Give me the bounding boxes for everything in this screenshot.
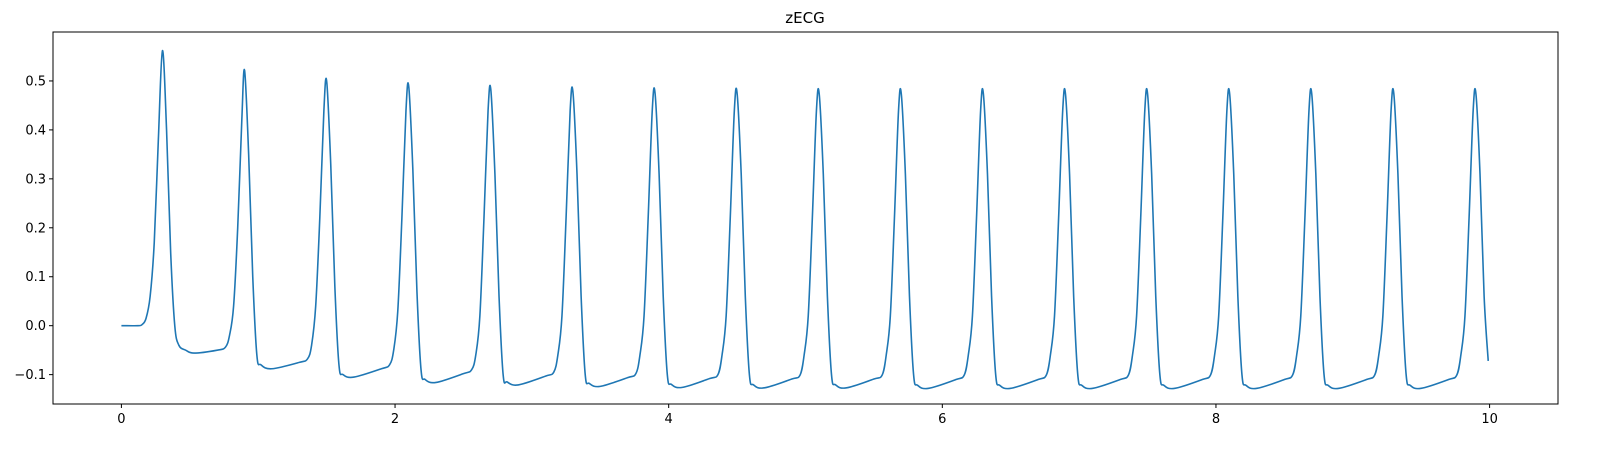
series-layer [121,49,1490,390]
x-tick-label: 4 [665,412,673,427]
chart-title: zECG [785,9,824,27]
y-tick-label: 0.2 [25,221,46,236]
axes-frame [52,31,1559,405]
x-axis: 0 2 4 6 8 10 [117,404,1498,427]
y-tick-label: 0.5 [25,74,46,89]
x-tick-label: 0 [117,412,125,427]
series-line [121,49,1490,390]
x-tick-label: 6 [938,412,946,427]
plot-area: 0 2 4 6 8 10 −0.1 0.0 0.1 0.2 0.3 0.4 0.5 [14,31,1559,427]
y-axis: −0.1 0.0 0.1 0.2 0.3 0.4 0.5 [14,74,53,383]
x-tick-label: 2 [391,412,399,427]
y-tick-label: 0.1 [25,270,46,285]
x-tick-label: 8 [1212,412,1220,427]
x-tick-label: 10 [1481,412,1498,427]
y-tick-label: −0.1 [14,368,46,383]
y-tick-label: 0.3 [25,172,46,187]
y-tick-label: 0.0 [25,319,46,334]
y-tick-label: 0.4 [25,123,46,138]
